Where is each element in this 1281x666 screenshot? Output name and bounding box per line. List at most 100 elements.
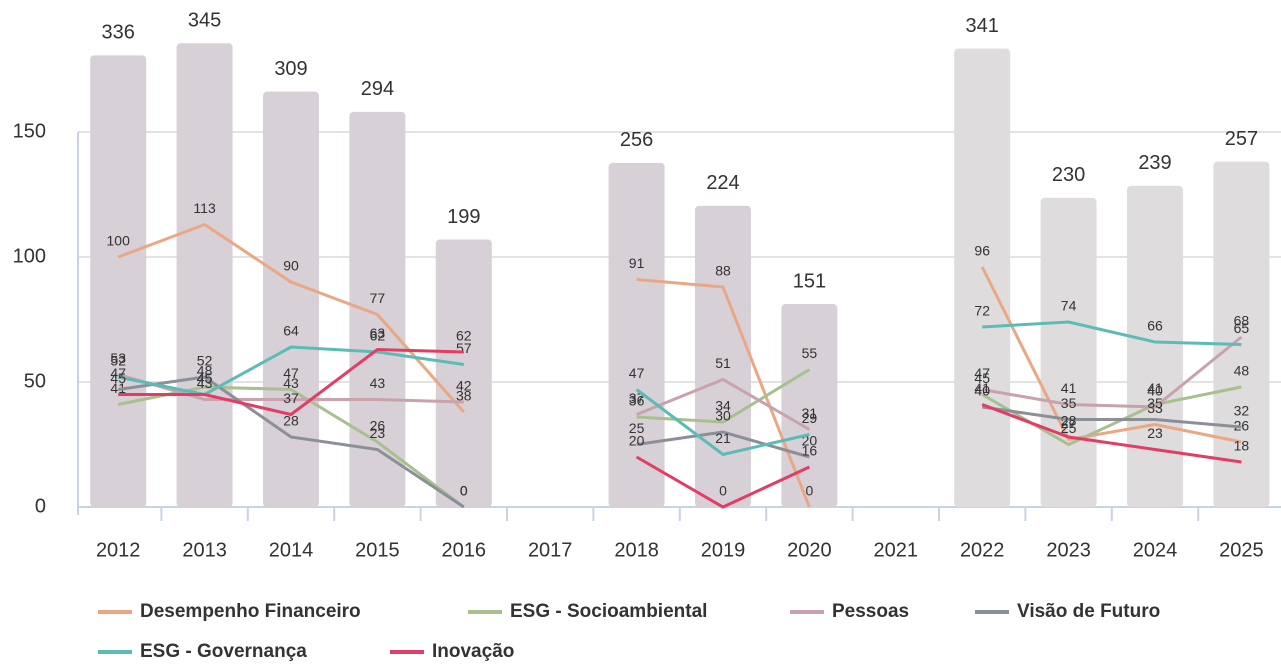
bar-label: 336: [102, 22, 135, 44]
value-label: 40: [1147, 383, 1163, 399]
value-label: 41: [1147, 380, 1163, 396]
value-label: 0: [460, 483, 468, 499]
line: [117, 373, 464, 404]
value-label: 63: [370, 325, 386, 341]
value-label: 72: [974, 303, 990, 319]
line: [636, 430, 810, 459]
bar-label: 309: [274, 58, 307, 80]
line: [636, 278, 811, 508]
value-label: 55: [802, 345, 818, 361]
value-label: 28: [283, 413, 299, 429]
line: [636, 377, 811, 431]
value-label: 40: [974, 383, 990, 399]
bar-label: 239: [1138, 152, 1171, 174]
y-tick-label: 50: [24, 370, 46, 392]
value-label: 34: [715, 398, 731, 414]
value-label: 31: [802, 405, 818, 421]
value-label: 23: [1147, 425, 1163, 441]
line: [635, 455, 811, 509]
value-label: 0: [719, 483, 727, 499]
bar-label: 345: [188, 10, 221, 32]
legend-label: ESG - Socioambiental: [510, 601, 707, 622]
x-tick-label: 2018: [614, 539, 659, 561]
bar-label: 341: [966, 15, 999, 37]
y-tick-label: 150: [13, 120, 46, 142]
value-label: 25: [629, 420, 645, 436]
value-label: 45: [974, 370, 990, 386]
legend-label: Pessoas: [832, 601, 909, 622]
legend-label: Desempenho Financeiro: [140, 601, 361, 622]
value-label: 66: [1147, 318, 1163, 334]
value-label: 30: [715, 408, 731, 424]
value-label: 35: [1147, 395, 1163, 411]
bar: [349, 111, 406, 507]
bar-label: 294: [361, 78, 394, 100]
y-tick-label: 100: [13, 245, 46, 267]
x-tick-label: 2023: [1046, 539, 1091, 561]
value-label: 48: [197, 363, 213, 379]
bar-label: 151: [793, 270, 826, 292]
bar-label: 256: [620, 129, 653, 151]
bar: [695, 205, 751, 507]
line: [980, 266, 1242, 444]
value-label: 28: [1061, 413, 1077, 429]
value-label: 77: [370, 290, 386, 306]
bar: [608, 162, 665, 507]
value-label: 41: [974, 380, 990, 396]
value-label: 53: [110, 350, 126, 366]
value-label: 43: [370, 375, 386, 391]
value-label: 62: [370, 328, 386, 344]
bar: [781, 304, 838, 507]
value-label: 113: [193, 200, 216, 216]
value-label: 45: [197, 370, 213, 386]
value-label: 29: [802, 410, 818, 426]
value-label: 0: [806, 483, 814, 499]
value-label: 48: [1234, 363, 1250, 379]
line: [117, 385, 465, 509]
line: [118, 347, 464, 417]
x-tick-label: 2013: [182, 539, 227, 561]
value-label: 38: [456, 388, 472, 404]
value-label: 51: [715, 355, 731, 371]
value-label: 62: [456, 328, 472, 344]
bar: [954, 48, 1011, 508]
value-label: 41: [1061, 380, 1077, 396]
value-label: 68: [1234, 313, 1250, 329]
value-label: 74: [1061, 298, 1077, 314]
x-tick-label: 2019: [701, 539, 746, 561]
x-tick-label: 2020: [787, 539, 832, 561]
x-tick-label: 2015: [355, 539, 400, 561]
value-label: 35: [1061, 395, 1077, 411]
line: [981, 335, 1243, 409]
value-label: 21: [715, 430, 731, 446]
value-label: 52: [197, 353, 213, 369]
line: [981, 405, 1242, 429]
value-label: 91: [629, 255, 645, 271]
bar: [1040, 197, 1097, 507]
value-label: 36: [629, 393, 645, 409]
value-label: 96: [974, 243, 990, 259]
legend-label: Visão de Futuro: [1017, 601, 1160, 622]
bar-label: 224: [706, 172, 739, 194]
x-tick-label: 2016: [442, 539, 487, 561]
x-tick-label: 2024: [1133, 539, 1178, 561]
y-tick-label: 0: [35, 495, 46, 517]
line: [117, 375, 465, 509]
legend-label: ESG - Governança: [140, 641, 307, 662]
value-label: 47: [283, 365, 299, 381]
line: [117, 222, 465, 413]
bar-label: 199: [447, 206, 480, 228]
value-label: 32: [1234, 403, 1250, 419]
line: [636, 368, 811, 424]
x-tick-label: 2014: [269, 539, 314, 561]
line: [635, 388, 810, 457]
value-label: 43: [283, 375, 299, 391]
value-label: 16: [802, 443, 818, 459]
value-label: 25: [1061, 420, 1077, 436]
bar: [435, 239, 492, 507]
value-label: 26: [370, 418, 386, 434]
value-label: 52: [110, 353, 126, 369]
bar-label: 230: [1052, 164, 1085, 186]
bar-label: 257: [1225, 128, 1258, 150]
value-label: 64: [283, 323, 299, 339]
